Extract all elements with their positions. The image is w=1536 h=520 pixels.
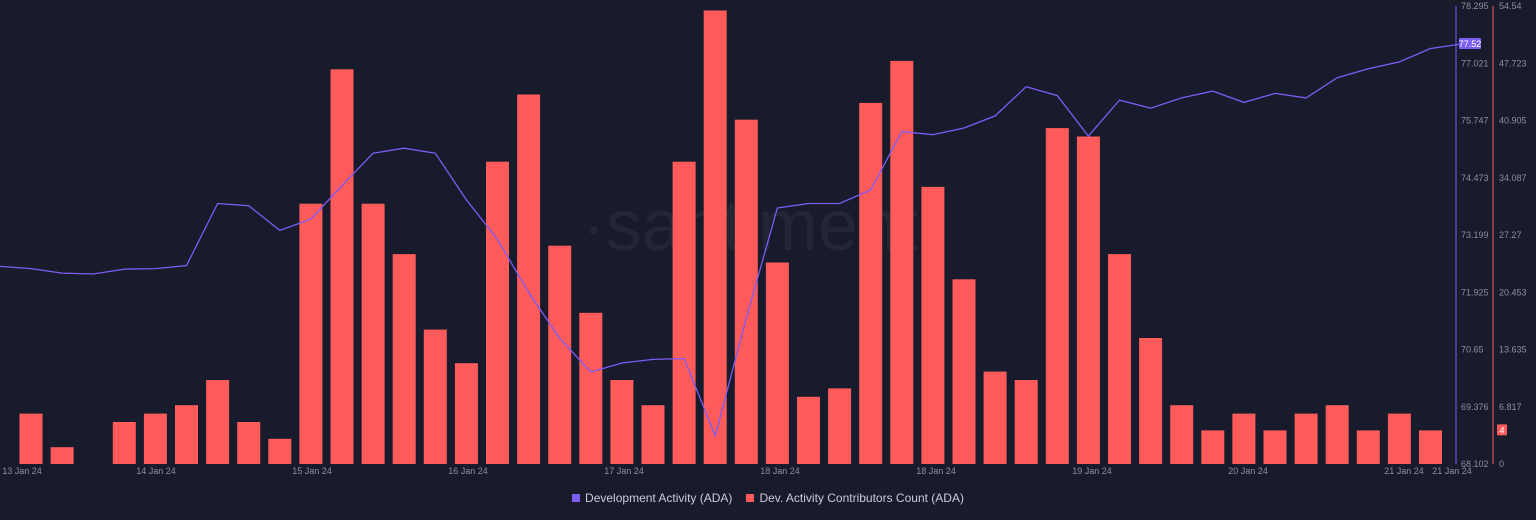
left-axis-tick-label: 74.473 — [1461, 173, 1489, 183]
bar — [1263, 430, 1287, 464]
left-axis-tick-label: 70.65 — [1461, 345, 1484, 355]
bar — [299, 203, 323, 464]
bar — [1108, 254, 1131, 464]
bar — [797, 396, 820, 464]
right-axis-tick-label: 6.817 — [1499, 402, 1522, 412]
bar — [983, 371, 1007, 464]
left-axis-tick-label: 73.199 — [1461, 230, 1489, 240]
bar — [237, 422, 261, 464]
bar — [765, 262, 789, 464]
bar — [454, 363, 478, 464]
line-series-dev-activity — [0, 43, 1462, 438]
left-axis-tick-label: 71.925 — [1461, 287, 1489, 297]
right-axis-tick-label: 20.453 — [1499, 287, 1527, 297]
x-axis-tick-label: 19 Jan 24 — [1072, 466, 1112, 476]
x-axis-ticks: 13 Jan 24 14 Jan 24 15 Jan 24 16 Jan 24 17 J… — [2, 466, 1472, 476]
bar — [828, 388, 852, 464]
bar-series-contributors — [19, 10, 1442, 465]
legend-item-contributors[interactable]: Dev. Activity Contributors Count (ADA) — [746, 491, 964, 505]
right-axis-tick-label: 13.635 — [1499, 345, 1527, 355]
bar — [1387, 413, 1411, 464]
bar — [361, 203, 385, 464]
chart-canvas: ·santiment· 78.295 77.021 75.747 74.473 73.1… — [0, 1, 1527, 476]
bar-last-value: 4 — [1499, 425, 1504, 435]
left-axis-tick-label: 78.295 — [1461, 1, 1489, 11]
bar — [734, 119, 758, 464]
left-axis-tick-label: 75.747 — [1461, 116, 1489, 126]
bar — [50, 447, 74, 464]
legend-swatch-dev-activity — [572, 494, 581, 502]
legend-item-dev-activity[interactable]: Development Activity (ADA) — [572, 491, 732, 505]
bar — [1419, 430, 1442, 464]
bar — [921, 186, 945, 464]
line-last-value: 77.52 — [1459, 39, 1482, 49]
x-axis-tick-label: 18 Jan 24 — [760, 466, 800, 476]
right-axis-tick-label: 34.087 — [1499, 173, 1527, 183]
right-axis-tick-label: 47.723 — [1499, 58, 1527, 68]
legend-label-dev-activity: Development Activity (ADA) — [585, 491, 733, 505]
bar — [486, 161, 509, 464]
bar — [1201, 430, 1225, 464]
watermark: ·santiment· — [582, 186, 942, 266]
right-axis-ticks: 54.54 47.723 40.905 34.087 27.27 20.453 13.635… — [1499, 1, 1527, 469]
x-axis-tick-label: 21 Jan 24 — [1384, 466, 1424, 476]
left-axis-ticks: 78.295 77.021 75.747 74.473 73.199 71.925 70.6… — [1461, 1, 1489, 469]
bar — [1076, 136, 1100, 464]
x-axis-tick-label: 17 Jan 24 — [604, 466, 644, 476]
left-axis-tick-label: 68.102 — [1461, 459, 1489, 469]
bar — [672, 161, 696, 464]
right-axis-tick-label: 54.54 — [1499, 1, 1522, 11]
x-axis-tick-label: 15 Jan 24 — [292, 466, 332, 476]
bar — [206, 380, 230, 464]
bar — [641, 405, 665, 464]
bar — [1014, 380, 1038, 464]
bar — [392, 254, 416, 464]
x-axis-tick-label: 13 Jan 24 — [2, 466, 42, 476]
bar — [143, 413, 167, 464]
legend-swatch-contributors — [746, 494, 755, 502]
bar — [890, 60, 914, 465]
right-axis-tick-label: 27.27 — [1499, 230, 1522, 240]
x-axis-tick-label: 21 Jan 24 — [1432, 466, 1472, 476]
bar — [579, 312, 603, 464]
bar — [610, 380, 634, 464]
x-axis-tick-label: 16 Jan 24 — [448, 466, 488, 476]
legend-label-contributors: Dev. Activity Contributors Count (ADA) — [759, 491, 964, 505]
bar — [1139, 338, 1163, 464]
bar — [517, 94, 541, 464]
bar — [1232, 413, 1256, 464]
bar — [952, 279, 976, 464]
bar — [859, 102, 883, 465]
x-axis-tick-label: 20 Jan 24 — [1228, 466, 1268, 476]
bar — [175, 405, 198, 464]
bar — [703, 10, 727, 464]
bar — [330, 69, 354, 465]
bar — [423, 329, 447, 464]
legend: Development Activity (ADA) Dev. Activity… — [0, 491, 1536, 505]
x-axis-tick-label: 18 Jan 24 — [916, 466, 956, 476]
left-axis-tick-label: 77.021 — [1461, 58, 1489, 68]
line-last-value-badge: 77.52 — [1459, 38, 1482, 49]
bar — [112, 422, 136, 464]
left-axis-tick-label: 69.376 — [1461, 402, 1489, 412]
bar — [1356, 430, 1380, 464]
bar — [1294, 413, 1318, 464]
bar — [19, 413, 43, 464]
bar — [1045, 128, 1069, 464]
right-axis-tick-label: 0 — [1499, 459, 1504, 469]
bar-last-value-badge: 4 — [1497, 424, 1507, 436]
bar — [1170, 405, 1194, 464]
bar — [268, 438, 292, 464]
right-axis-tick-label: 40.905 — [1499, 116, 1527, 126]
bar — [1325, 405, 1349, 464]
x-axis-tick-label: 14 Jan 24 — [136, 466, 176, 476]
bar — [548, 245, 572, 464]
